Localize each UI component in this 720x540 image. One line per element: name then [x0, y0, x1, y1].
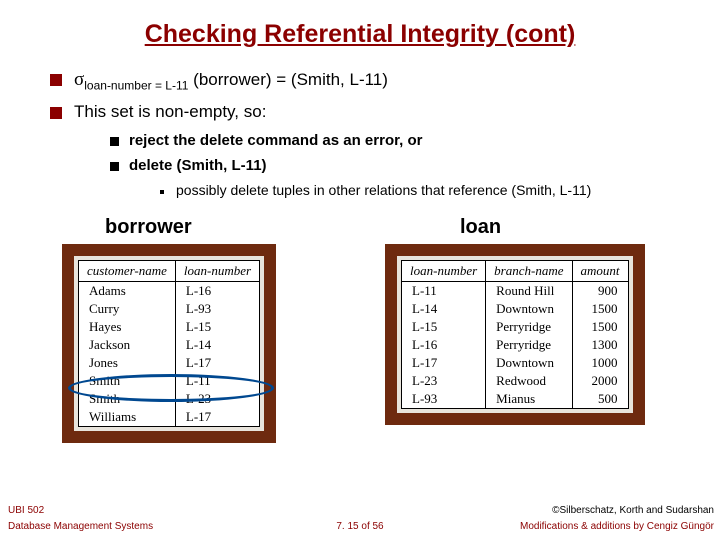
table-row: AdamsL-16	[79, 282, 260, 301]
content-area: σloan-number = L-11 (borrower) = (Smith,…	[0, 69, 720, 466]
table-header: branch-name	[486, 261, 572, 282]
table-cell: L-14	[402, 300, 486, 318]
footer-course: UBI 502	[8, 505, 44, 516]
table-row: L-23Redwood2000	[402, 372, 629, 390]
table-cell: Adams	[79, 282, 176, 301]
table-row: SmithL-11	[79, 372, 260, 390]
table-row: SmithL-23	[79, 390, 260, 408]
table-row: JonesL-17	[79, 354, 260, 372]
table-header: amount	[572, 261, 628, 282]
loan-table-frame: loan-numberbranch-nameamountL-11Round Hi…	[385, 244, 645, 425]
table-cell: Mianus	[486, 390, 572, 409]
table-cell: L-17	[402, 354, 486, 372]
table-header: loan-number	[402, 261, 486, 282]
table-row: CurryL-93	[79, 300, 260, 318]
sub-bullet-marker-icon	[110, 137, 119, 146]
table-row: JacksonL-14	[79, 336, 260, 354]
table-row: L-15Perryridge1500	[402, 318, 629, 336]
table-cell: 1500	[572, 300, 628, 318]
sub-sub-bullet-1: possibly delete tuples in other relation…	[160, 182, 680, 198]
table-cell: Round Hill	[486, 282, 572, 301]
loan-label: loan	[460, 216, 501, 239]
bullet-2-text: This set is non-empty, so:	[74, 102, 266, 122]
tables-area: borrower loan customer-nameloan-numberAd…	[50, 216, 680, 466]
table-row: L-93Mianus500	[402, 390, 629, 409]
borrower-table: customer-nameloan-numberAdamsL-16CurryL-…	[78, 260, 260, 427]
bullet-1-text: σloan-number = L-11 (borrower) = (Smith,…	[74, 69, 388, 92]
table-row: WilliamsL-17	[79, 408, 260, 427]
table-row: L-16Perryridge1300	[402, 336, 629, 354]
table-cell: Downtown	[486, 354, 572, 372]
table-header: customer-name	[79, 261, 176, 282]
table-cell: L-23	[175, 390, 259, 408]
table-cell: L-16	[175, 282, 259, 301]
sub-bullet-2: delete (Smith, L-11)	[110, 157, 680, 174]
borrower-table-frame: customer-nameloan-numberAdamsL-16CurryL-…	[62, 244, 276, 443]
sub-sub-marker-icon	[160, 190, 164, 194]
table-cell: Curry	[79, 300, 176, 318]
table-row: L-14Downtown1500	[402, 300, 629, 318]
bullet-1: σloan-number = L-11 (borrower) = (Smith,…	[50, 69, 680, 92]
borrower-label: borrower	[105, 216, 192, 239]
table-cell: Downtown	[486, 300, 572, 318]
table-cell: 2000	[572, 372, 628, 390]
table-cell: 1300	[572, 336, 628, 354]
table-row: L-17Downtown1000	[402, 354, 629, 372]
table-cell: 1500	[572, 318, 628, 336]
table-cell: L-11	[402, 282, 486, 301]
loan-table: loan-numberbranch-nameamountL-11Round Hi…	[401, 260, 629, 409]
table-cell: 500	[572, 390, 628, 409]
table-cell: L-17	[175, 354, 259, 372]
sub-bullet-1: reject the delete command as an error, o…	[110, 132, 680, 149]
table-cell: 900	[572, 282, 628, 301]
bullet-2: This set is non-empty, so:	[50, 102, 680, 122]
table-cell: 1000	[572, 354, 628, 372]
table-cell: L-11	[175, 372, 259, 390]
table-row: HayesL-15	[79, 318, 260, 336]
sub-bullet-2-text: delete (Smith, L-11)	[129, 157, 267, 174]
footer-copyright: ©Silberschatz, Korth and Sudarshan	[552, 505, 714, 516]
table-cell: L-16	[402, 336, 486, 354]
bullet-marker-icon	[50, 107, 62, 119]
sub-bullet-1-text: reject the delete command as an error, o…	[129, 132, 422, 149]
table-cell: Smith	[79, 372, 176, 390]
table-cell: L-17	[175, 408, 259, 427]
footer-mods: Modifications & additions by Cengiz Güng…	[520, 521, 714, 532]
table-cell: L-15	[402, 318, 486, 336]
table-cell: Williams	[79, 408, 176, 427]
table-cell: Perryridge	[486, 336, 572, 354]
table-cell: L-93	[175, 300, 259, 318]
table-header: loan-number	[175, 261, 259, 282]
table-cell: L-15	[175, 318, 259, 336]
table-cell: L-23	[402, 372, 486, 390]
table-cell: Jackson	[79, 336, 176, 354]
table-row: L-11Round Hill900	[402, 282, 629, 301]
table-cell: L-93	[402, 390, 486, 409]
sub-sub-bullet-1-text: possibly delete tuples in other relation…	[176, 182, 591, 198]
slide-title: Checking Referential Integrity (cont)	[0, 0, 720, 59]
sub-bullet-marker-icon	[110, 162, 119, 171]
table-cell: Redwood	[486, 372, 572, 390]
table-cell: L-14	[175, 336, 259, 354]
table-cell: Smith	[79, 390, 176, 408]
table-cell: Jones	[79, 354, 176, 372]
table-cell: Hayes	[79, 318, 176, 336]
bullet-marker-icon	[50, 74, 62, 86]
table-cell: Perryridge	[486, 318, 572, 336]
